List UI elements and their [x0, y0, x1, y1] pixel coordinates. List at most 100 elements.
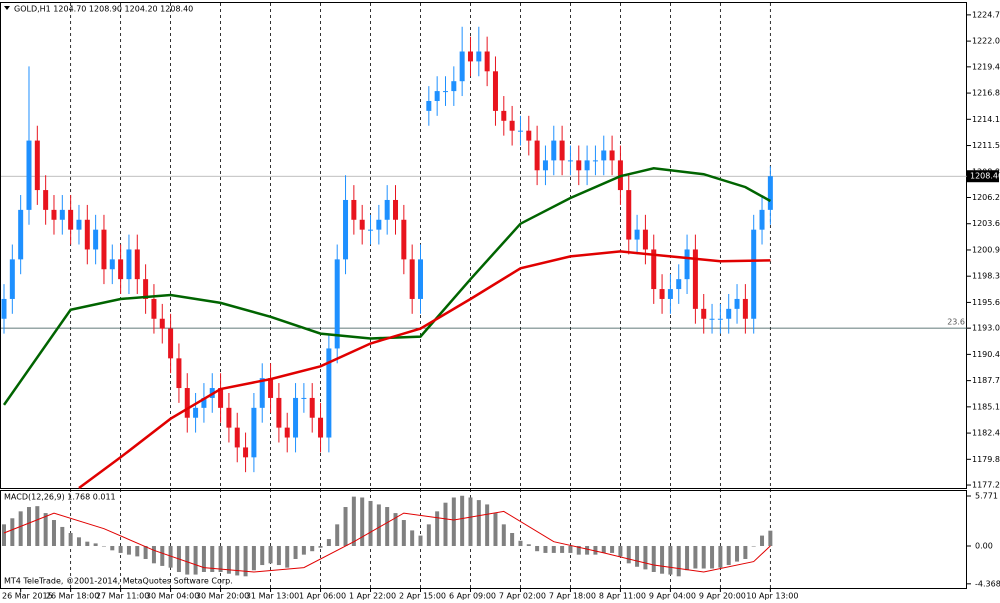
candle-body — [251, 407, 257, 458]
candle-body — [343, 199, 349, 260]
candle-body — [201, 397, 207, 408]
macd-bar — [510, 533, 515, 546]
y-tick-label: 1200.95 — [972, 245, 1000, 254]
macd-bar — [10, 518, 15, 546]
macd-bar — [235, 545, 240, 576]
x-tick-label: 1 Apr 22:00 — [349, 592, 396, 601]
macd-bar — [393, 513, 398, 546]
macd-bar — [618, 545, 623, 557]
candle-body — [376, 219, 382, 230]
candle-body — [368, 229, 374, 231]
candle-body — [293, 397, 299, 438]
y-tick-label: 1206.25 — [972, 193, 1000, 202]
macd-bar — [493, 513, 498, 546]
candle-body — [93, 229, 99, 250]
macd-bar — [435, 511, 440, 546]
macd-bar — [710, 545, 715, 569]
macd-bar — [335, 524, 340, 546]
macd-bar — [2, 524, 6, 546]
signal-line — [3, 510, 771, 573]
macd-bar — [268, 545, 273, 564]
candle-body — [567, 160, 573, 162]
macd-bar — [68, 533, 73, 546]
macd-bar — [18, 511, 23, 546]
macd-bar — [160, 545, 165, 566]
candle-body — [442, 91, 448, 93]
macd-bar — [443, 502, 448, 546]
price-box-label: 1208.40 — [970, 172, 1000, 181]
macd-bar — [376, 504, 381, 546]
macd-bar — [760, 535, 765, 546]
macd-bar — [651, 545, 656, 572]
candle-body — [609, 150, 615, 161]
macd-bar — [143, 545, 148, 559]
candle-body — [634, 229, 640, 240]
candle-body — [43, 190, 49, 210]
menu-arrow[interactable] — [4, 6, 10, 10]
macd-bar — [526, 544, 531, 546]
macd-bar — [243, 545, 248, 577]
y-tick-label: 1211.50 — [972, 141, 1000, 150]
y-tick-label: 1222.05 — [972, 37, 1000, 46]
candle-body — [168, 328, 174, 359]
y-tick-label: 1214.15 — [972, 115, 1000, 124]
moving-average — [2, 167, 772, 406]
candle-body — [101, 229, 107, 270]
macd-bar — [35, 506, 40, 546]
y-tick-label: 1193.05 — [972, 324, 1000, 333]
candle-body — [134, 249, 140, 280]
macd-bar — [260, 545, 265, 566]
candle-body — [159, 318, 165, 329]
candle-body — [459, 51, 465, 82]
candle-body — [126, 249, 132, 280]
macd-bar — [310, 545, 315, 552]
candle-body — [384, 199, 390, 220]
candle-body — [476, 51, 482, 62]
candle-body — [393, 199, 399, 220]
candle-body — [18, 209, 24, 260]
price-box — [967, 170, 999, 183]
candle-body — [551, 140, 557, 161]
candle-body — [76, 219, 82, 230]
candle-body — [243, 447, 249, 458]
candle-body — [409, 259, 415, 299]
macd-bar — [601, 545, 606, 553]
y-tick-label: 1179.80 — [972, 455, 1000, 464]
macd-bar — [418, 535, 423, 546]
macd-bar — [693, 545, 698, 569]
macd-bar — [101, 545, 106, 547]
y-tick-label: 1190.40 — [972, 350, 1000, 359]
macd-bar — [576, 545, 581, 555]
macd-bar — [351, 496, 356, 546]
candle-body — [151, 298, 157, 319]
macd-bar — [468, 497, 473, 546]
macd-bar — [676, 545, 681, 577]
candle-body — [451, 81, 457, 92]
candle-body — [684, 249, 690, 280]
candle-body — [184, 388, 190, 418]
x-tick-label: 9 Apr 20:00 — [699, 592, 746, 601]
price-panel — [0, 2, 967, 489]
candle-body — [584, 160, 590, 171]
macd-bar — [726, 545, 731, 566]
x-tick-label: 6 Apr 09:00 — [449, 592, 496, 601]
candle-body — [517, 130, 523, 132]
candle-body — [751, 229, 757, 319]
level-label: 23.6 — [947, 318, 965, 327]
candle-body — [492, 71, 498, 111]
y-tick-label: 1195.65 — [972, 298, 1000, 307]
x-tick-label: 10 Apr 13:00 — [746, 592, 798, 601]
candle-body — [59, 209, 65, 220]
macd-bar — [410, 530, 415, 546]
y-tick-label: 1182.45 — [972, 429, 1000, 438]
x-tick-label: 26 Mar 18:00 — [46, 592, 99, 601]
macd-bar — [626, 545, 631, 564]
macd-bar — [193, 545, 198, 575]
macd-bar — [326, 539, 331, 546]
macd-bar — [60, 526, 65, 546]
candle-body — [501, 110, 507, 121]
y-tick-label: 5.771 — [975, 492, 998, 501]
candle-body — [143, 279, 149, 299]
candle-body — [193, 407, 199, 418]
